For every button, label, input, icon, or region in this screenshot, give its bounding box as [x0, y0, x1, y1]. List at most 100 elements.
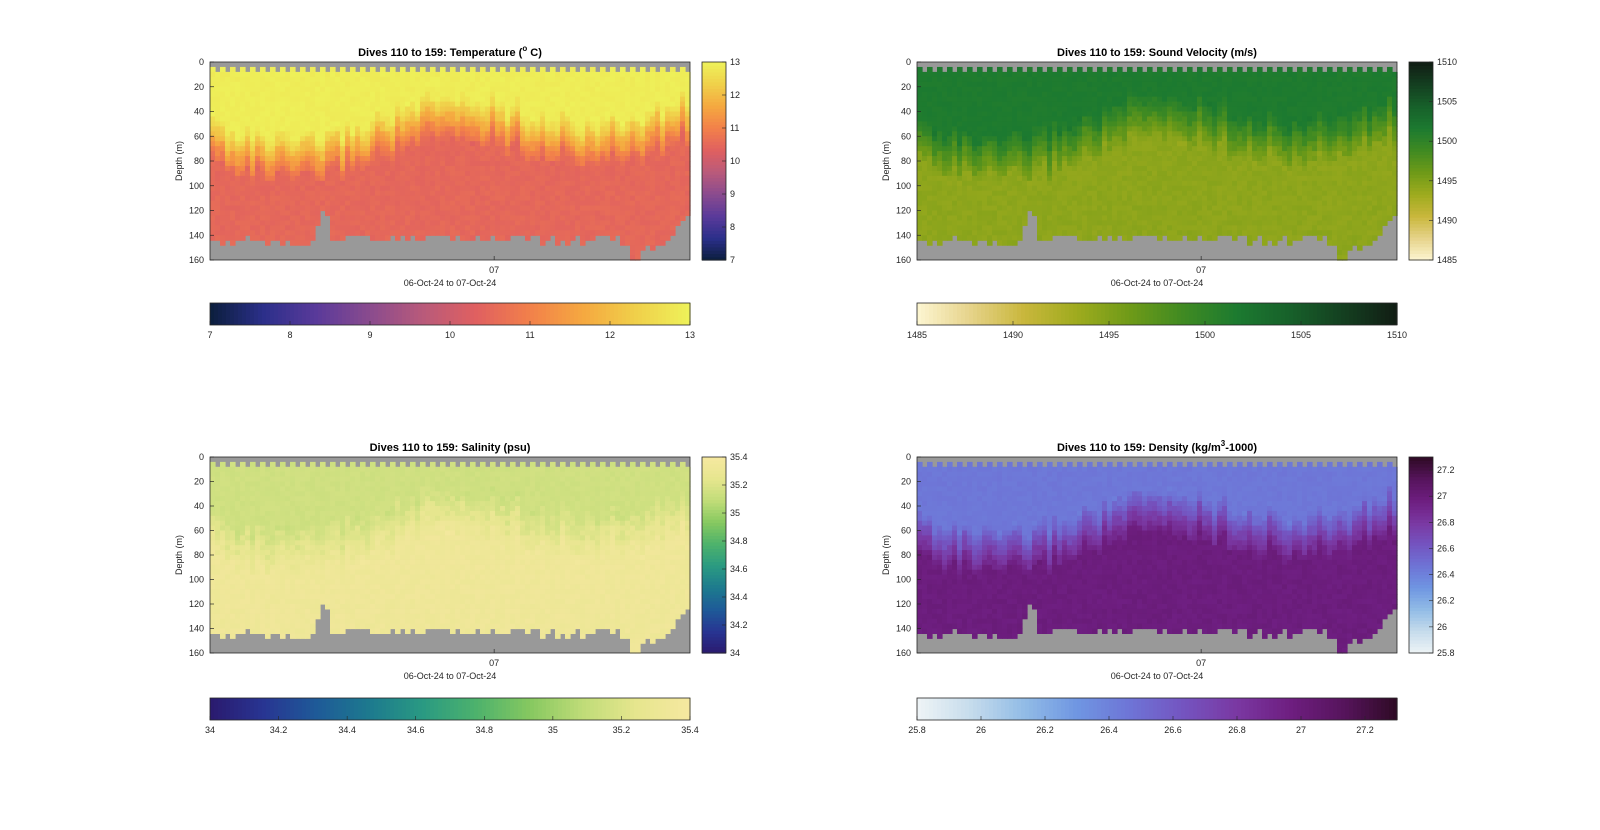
heatmap-cell: [490, 190, 496, 197]
colorbar-swatch: [530, 303, 535, 325]
heatmap-cell: [215, 91, 221, 98]
heatmap-cell: [620, 91, 626, 98]
heatmap-cell: [1062, 91, 1068, 98]
heatmap-cell: [270, 141, 276, 147]
heatmap-cell: [1097, 190, 1103, 197]
heatmap-cell: [1102, 195, 1108, 202]
heatmap-cell: [355, 71, 361, 78]
heatmap-cell: [615, 200, 621, 207]
heatmap-cell: [947, 111, 953, 118]
heatmap-cell: [355, 131, 361, 137]
colorbar-swatch: [586, 303, 591, 325]
heatmap-cell: [295, 230, 301, 236]
colorbar-swatch: [702, 223, 726, 228]
heatmap-cell: [947, 175, 953, 182]
heatmap-cell: [997, 81, 1003, 88]
heatmap-cell: [937, 126, 943, 132]
heatmap-cell: [255, 161, 261, 167]
heatmap-cell: [922, 185, 928, 192]
heatmap-cell: [640, 126, 646, 132]
heatmap-cell: [315, 96, 321, 103]
heatmap-cell: [210, 136, 216, 142]
heatmap-cell: [410, 180, 416, 187]
heatmap-cell: [560, 180, 566, 187]
heatmap-cell: [525, 106, 531, 113]
heatmap-cell: [240, 76, 246, 83]
heatmap-cell: [1052, 161, 1058, 167]
heatmap-cell: [440, 210, 446, 217]
heatmap-cell: [645, 230, 651, 236]
heatmap-cell: [250, 180, 256, 187]
heatmap-cell: [210, 121, 216, 127]
heatmap-cell: [435, 210, 441, 217]
heatmap-cell: [445, 86, 451, 93]
heatmap-cell: [1042, 116, 1048, 122]
colorbar-swatch: [702, 164, 726, 169]
heatmap-cell: [370, 170, 376, 177]
heatmap-cell: [505, 175, 511, 182]
heatmap-cell: [1027, 86, 1033, 93]
heatmap-cell: [977, 215, 983, 221]
heatmap-cell: [475, 161, 481, 167]
heatmap-cell: [550, 116, 556, 122]
heatmap-cell: [645, 200, 651, 207]
heatmap-cell: [650, 165, 656, 172]
heatmap-cell: [650, 156, 656, 162]
side-colorbar-tick-label: 12: [730, 90, 740, 100]
heatmap-cell: [1017, 185, 1023, 192]
heatmap-cell: [560, 121, 566, 127]
heatmap-cell: [310, 86, 316, 93]
heatmap-cell: [650, 240, 656, 246]
heatmap-cell: [255, 71, 261, 78]
heatmap-cell: [420, 161, 426, 167]
heatmap-cell: [260, 66, 266, 73]
heatmap-cell: [1082, 81, 1088, 88]
heatmap-cell: [505, 230, 511, 236]
heatmap-cell: [545, 210, 551, 217]
heatmap-cell: [225, 111, 231, 118]
heatmap-cell: [1022, 175, 1028, 182]
heatmap-cell: [957, 210, 963, 217]
heatmap-cell: [240, 141, 246, 147]
heatmap-cell: [625, 146, 631, 152]
heatmap-cell: [295, 156, 301, 162]
heatmap-cell: [1002, 180, 1008, 187]
heatmap-cell: [490, 185, 496, 192]
heatmap-cell: [305, 170, 311, 177]
heatmap-cell: [917, 151, 923, 157]
heatmap-cell: [1017, 151, 1023, 157]
heatmap-cell: [585, 96, 591, 103]
heatmap-cell: [1067, 91, 1073, 98]
heatmap-cell: [1102, 136, 1108, 142]
colorbar-swatch: [702, 151, 726, 155]
heatmap-cell: [585, 205, 591, 212]
heatmap-cell: [230, 111, 236, 118]
heatmap-cell: [460, 230, 466, 236]
heatmap-cell: [535, 156, 541, 162]
heatmap-cell: [280, 235, 286, 241]
heatmap-cell: [570, 111, 576, 118]
heatmap-cell: [335, 165, 341, 172]
heatmap-cell: [580, 96, 586, 103]
heatmap-cell: [1102, 106, 1108, 113]
heatmap-cell: [675, 101, 681, 108]
heatmap-cell: [285, 200, 291, 207]
heatmap-cell: [545, 126, 551, 132]
heatmap-cell: [430, 175, 436, 182]
heatmap-cell: [1077, 76, 1083, 83]
heatmap-cell: [280, 180, 286, 187]
heatmap-cell: [550, 131, 556, 137]
heatmap-cell: [610, 121, 616, 127]
heatmap-cell: [495, 195, 501, 202]
heatmap-cell: [405, 230, 411, 236]
heatmap-cell: [660, 131, 666, 137]
heatmap-cell: [420, 165, 426, 172]
heatmap-cell: [565, 146, 571, 152]
heatmap-cell: [1082, 86, 1088, 93]
heatmap-cell: [665, 91, 671, 98]
heatmap-cell: [500, 91, 506, 98]
heatmap-cell: [635, 96, 641, 103]
colorbar-swatch: [270, 303, 275, 325]
heatmap-cell: [360, 185, 366, 192]
heatmap-cell: [525, 96, 531, 103]
